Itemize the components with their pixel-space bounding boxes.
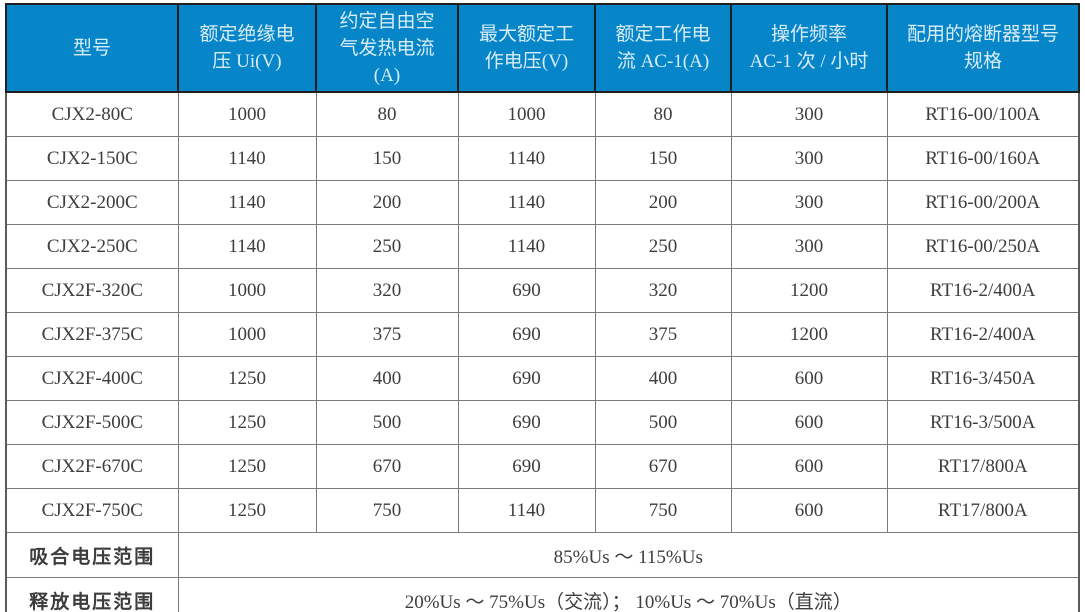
table-row: CJX2F-500C 1250 500 690 500 600 RT16-3/5… <box>5 400 1080 445</box>
cell-model: CJX2-80C <box>5 91 179 137</box>
header-row: 型号 额定绝缘电 压 Ui(V) 约定自由空 气发热电流 (A) 最大额定工 作… <box>5 3 1080 93</box>
cell-value: 1200 <box>730 268 888 313</box>
cell-value: 690 <box>457 268 596 313</box>
table-row: CJX2F-375C 1000 375 690 375 1200 RT16-2/… <box>5 312 1080 357</box>
cell-value: RT16-2/400A <box>886 268 1080 313</box>
cell-value: 500 <box>594 400 732 445</box>
column-header-working-current: 额定工作电 流 AC-1(A) <box>594 3 732 93</box>
cell-value: 300 <box>730 180 888 225</box>
cell-value: 1000 <box>177 91 317 137</box>
cell-value: 300 <box>730 224 888 269</box>
cell-value: 690 <box>457 312 596 357</box>
cell-value: 80 <box>315 91 459 137</box>
cell-value: 750 <box>315 488 459 533</box>
cell-value: 600 <box>730 400 888 445</box>
table-row: CJX2-200C 1140 200 1140 200 300 RT16-00/… <box>5 180 1080 225</box>
cell-value: 600 <box>730 444 888 489</box>
cell-value: RT17/800A <box>886 488 1080 533</box>
cell-value: 1140 <box>457 180 596 225</box>
cell-value: RT16-00/100A <box>886 91 1080 137</box>
table-row: CJX2F-750C 1250 750 1140 750 600 RT17/80… <box>5 488 1080 533</box>
cell-value: 1140 <box>177 136 317 181</box>
release-voltage-row: 释放电压范围 20%Us ～ 75%Us（交流）； 10%Us ～ 70%Us（… <box>5 577 1080 612</box>
cell-value: RT16-2/400A <box>886 312 1080 357</box>
cell-value: 1140 <box>177 224 317 269</box>
pickup-voltage-label: 吸合电压范围 <box>5 532 179 578</box>
cell-value: 1250 <box>177 444 317 489</box>
cell-value: 1000 <box>457 91 596 137</box>
cell-value: 150 <box>315 136 459 181</box>
release-voltage-value: 20%Us ～ 75%Us（交流）； 10%Us ～ 70%Us（直流） <box>177 577 1080 612</box>
cell-value: 400 <box>594 356 732 401</box>
cell-value: 1140 <box>457 224 596 269</box>
cell-value: 600 <box>730 356 888 401</box>
contactor-spec-table: 型号 额定绝缘电 压 Ui(V) 约定自由空 气发热电流 (A) 最大额定工 作… <box>5 3 1080 612</box>
cell-value: 690 <box>457 400 596 445</box>
table-row: CJX2-80C 1000 80 1000 80 300 RT16-00/100… <box>5 91 1080 137</box>
cell-value: 200 <box>594 180 732 225</box>
column-header-max-working-voltage: 最大额定工 作电压(V) <box>457 3 596 93</box>
cell-value: 1250 <box>177 488 317 533</box>
pickup-voltage-value: 85%Us ～ 115%Us <box>177 532 1080 578</box>
cell-value: RT16-00/160A <box>886 136 1080 181</box>
cell-value: 250 <box>315 224 459 269</box>
table-row: CJX2F-670C 1250 670 690 670 600 RT17/800… <box>5 444 1080 489</box>
cell-value: 250 <box>594 224 732 269</box>
cell-value: 300 <box>730 91 888 137</box>
cell-value: 1140 <box>177 180 317 225</box>
cell-value: RT16-3/500A <box>886 400 1080 445</box>
cell-value: 1140 <box>457 488 596 533</box>
column-header-thermal-current: 约定自由空 气发热电流 (A) <box>315 3 459 93</box>
cell-value: 1200 <box>730 312 888 357</box>
cell-value: 670 <box>315 444 459 489</box>
cell-value: 320 <box>594 268 732 313</box>
cell-value: 1250 <box>177 356 317 401</box>
cell-model: CJX2-150C <box>5 136 179 181</box>
cell-value: 375 <box>315 312 459 357</box>
cell-value: 1000 <box>177 312 317 357</box>
cell-value: RT16-00/200A <box>886 180 1080 225</box>
cell-value: 690 <box>457 356 596 401</box>
cell-model: CJX2F-375C <box>5 312 179 357</box>
cell-value: 300 <box>730 136 888 181</box>
cell-value: RT16-00/250A <box>886 224 1080 269</box>
cell-value: 600 <box>730 488 888 533</box>
cell-value: 80 <box>594 91 732 137</box>
cell-model: CJX2F-750C <box>5 488 179 533</box>
cell-model: CJX2F-500C <box>5 400 179 445</box>
column-header-model: 型号 <box>5 3 179 93</box>
cell-value: 320 <box>315 268 459 313</box>
release-voltage-label: 释放电压范围 <box>5 577 179 612</box>
cell-value: RT17/800A <box>886 444 1080 489</box>
column-header-insulation-voltage: 额定绝缘电 压 Ui(V) <box>177 3 317 93</box>
cell-value: 670 <box>594 444 732 489</box>
cell-value: 1000 <box>177 268 317 313</box>
column-header-fuse-spec: 配用的熔断器型号 规格 <box>886 3 1080 93</box>
cell-value: 400 <box>315 356 459 401</box>
cell-value: 750 <box>594 488 732 533</box>
table-row: CJX2F-320C 1000 320 690 320 1200 RT16-2/… <box>5 268 1080 313</box>
cell-model: CJX2F-320C <box>5 268 179 313</box>
cell-value: 200 <box>315 180 459 225</box>
cell-value: 150 <box>594 136 732 181</box>
cell-model: CJX2-250C <box>5 224 179 269</box>
cell-model: CJX2F-400C <box>5 356 179 401</box>
column-header-operating-frequency: 操作频率 AC-1 次 / 小时 <box>730 3 888 93</box>
cell-value: 375 <box>594 312 732 357</box>
cell-value: 690 <box>457 444 596 489</box>
cell-value: 500 <box>315 400 459 445</box>
cell-model: CJX2F-670C <box>5 444 179 489</box>
table-row: CJX2F-400C 1250 400 690 400 600 RT16-3/4… <box>5 356 1080 401</box>
pickup-voltage-row: 吸合电压范围 85%Us ～ 115%Us <box>5 532 1080 578</box>
table-row: CJX2-250C 1140 250 1140 250 300 RT16-00/… <box>5 224 1080 269</box>
cell-value: RT16-3/450A <box>886 356 1080 401</box>
cell-model: CJX2-200C <box>5 180 179 225</box>
cell-value: 1140 <box>457 136 596 181</box>
table-row: CJX2-150C 1140 150 1140 150 300 RT16-00/… <box>5 136 1080 181</box>
cell-value: 1250 <box>177 400 317 445</box>
